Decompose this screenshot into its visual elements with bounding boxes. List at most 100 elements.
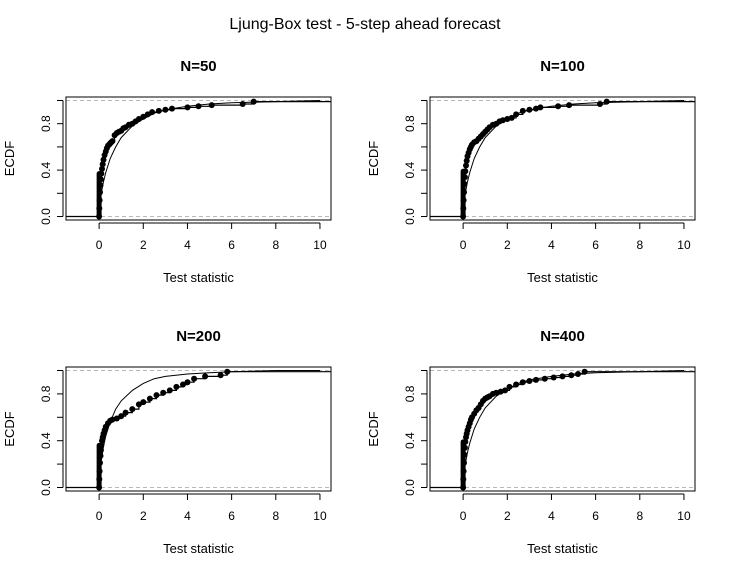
ecdf-point <box>166 387 173 394</box>
y-axis-label: ECDF <box>366 141 381 176</box>
y-tick-label: 0.0 <box>403 208 417 225</box>
y-tick-label: 0.0 <box>39 208 53 225</box>
ecdf-point <box>97 447 104 454</box>
x-tick-label: 0 <box>96 238 103 252</box>
x-tick-label: 4 <box>184 238 191 252</box>
ecdf-point <box>217 372 224 379</box>
y-tick-label: 0.8 <box>403 385 417 402</box>
ecdf-point <box>96 468 103 475</box>
ecdf-point <box>597 101 603 107</box>
y-tick-label: 0.0 <box>39 479 53 496</box>
y-axis-label: ECDF <box>2 141 17 176</box>
x-tick-label: 6 <box>228 238 235 252</box>
ecdf-point <box>184 379 191 386</box>
ecdf-point <box>460 484 467 491</box>
plot-frame <box>65 96 332 221</box>
x-tick-label: 4 <box>548 238 555 252</box>
ecdf-point <box>97 452 104 459</box>
ecdf-point <box>99 165 105 172</box>
ecdf-point <box>519 379 526 386</box>
y-tick-label: 0.4 <box>39 161 53 178</box>
x-tick-label: 2 <box>504 238 511 252</box>
ecdf-point <box>162 106 169 113</box>
ecdf-point <box>581 368 588 375</box>
ecdf-point <box>97 182 104 189</box>
ecdf-point <box>460 468 467 475</box>
x-tick-label: 10 <box>677 238 691 252</box>
ecdf-point <box>513 381 520 388</box>
reference-curve <box>462 370 685 488</box>
ecdf-point <box>224 368 231 375</box>
x-axis-label: Test statistic <box>527 270 598 285</box>
ecdf-point <box>250 98 257 105</box>
figure-title: Ljung-Box test - 5-step ahead forecast <box>229 16 501 33</box>
ecdf-point <box>461 444 468 451</box>
ecdf-point <box>96 484 103 491</box>
ecdf-point <box>461 174 468 181</box>
x-tick-label: 8 <box>272 238 279 252</box>
ecdf-point <box>526 106 533 113</box>
x-tick-label: 4 <box>184 509 191 523</box>
x-tick-label: 0 <box>460 238 467 252</box>
ecdf-point <box>146 395 153 402</box>
panel-2: N=100 0 2 4 6 8 10 Test statistic 0.0 0.4 0.8 ECDF <box>366 58 696 285</box>
panel-1: N=50 0 2 4 6 8 10 Test statistic 0.0 0.4 0.8 ECDF <box>2 58 332 285</box>
ecdf-point <box>513 111 520 118</box>
ecdf-point <box>135 116 142 122</box>
reference-curve <box>462 100 685 217</box>
ecdf-point <box>155 107 162 114</box>
ecdf-point <box>97 459 103 466</box>
ecdf-point <box>537 104 544 111</box>
y-tick-label: 0.8 <box>403 115 417 132</box>
panel-title: N=100 <box>540 58 585 75</box>
ecdf-point <box>153 392 160 399</box>
ecdf-point <box>122 409 129 416</box>
y-tick-label: 0.4 <box>39 432 53 449</box>
ecdf-point <box>97 176 104 183</box>
ecdf-point <box>519 107 526 114</box>
x-tick-label: 0 <box>96 509 103 523</box>
y-tick-label: 0.8 <box>39 115 53 132</box>
ecdf-point <box>173 383 180 390</box>
ecdf-point <box>140 113 147 120</box>
ecdf-point <box>526 378 533 384</box>
ecdf-point <box>195 103 202 110</box>
x-tick-label: 10 <box>677 509 691 523</box>
ecdf-point <box>135 401 142 408</box>
x-tick-label: 8 <box>272 509 279 523</box>
ecdf-point <box>533 376 539 383</box>
ecdf-point <box>208 102 215 109</box>
x-axis-label: Test statistic <box>163 541 234 556</box>
x-tick-label: 2 <box>504 509 511 523</box>
ecdf-point <box>603 98 610 105</box>
ecdf-point <box>550 374 557 381</box>
x-tick-label: 2 <box>140 238 147 252</box>
ecdf-point <box>184 104 191 111</box>
y-tick-label: 0.4 <box>403 161 417 178</box>
ecdf-point <box>118 413 125 420</box>
ecdf-point <box>460 197 467 204</box>
ecdf-point <box>508 114 515 121</box>
ecdf-point <box>96 205 103 212</box>
x-tick-label: 8 <box>636 238 643 252</box>
x-tick-label: 6 <box>592 509 599 523</box>
plot-frame <box>65 366 332 492</box>
ecdf-line <box>430 101 695 218</box>
ecdf-point <box>460 476 467 483</box>
ecdf-point <box>98 442 105 449</box>
ecdf-point <box>149 109 156 116</box>
ecdf-point <box>461 189 467 196</box>
x-tick-label: 4 <box>548 509 555 523</box>
reference-curve <box>98 370 320 488</box>
ecdf-point <box>463 157 470 164</box>
ecdf-point <box>462 438 469 445</box>
x-tick-label: 0 <box>460 509 467 523</box>
ecdf-point <box>566 102 573 109</box>
ecdf-point <box>144 111 151 118</box>
ecdf-point <box>98 170 105 177</box>
ecdf-point <box>460 205 467 212</box>
y-axis-label: ECDF <box>366 411 381 446</box>
y-tick-label: 0.4 <box>403 432 417 449</box>
panel-title: N=400 <box>540 328 585 345</box>
